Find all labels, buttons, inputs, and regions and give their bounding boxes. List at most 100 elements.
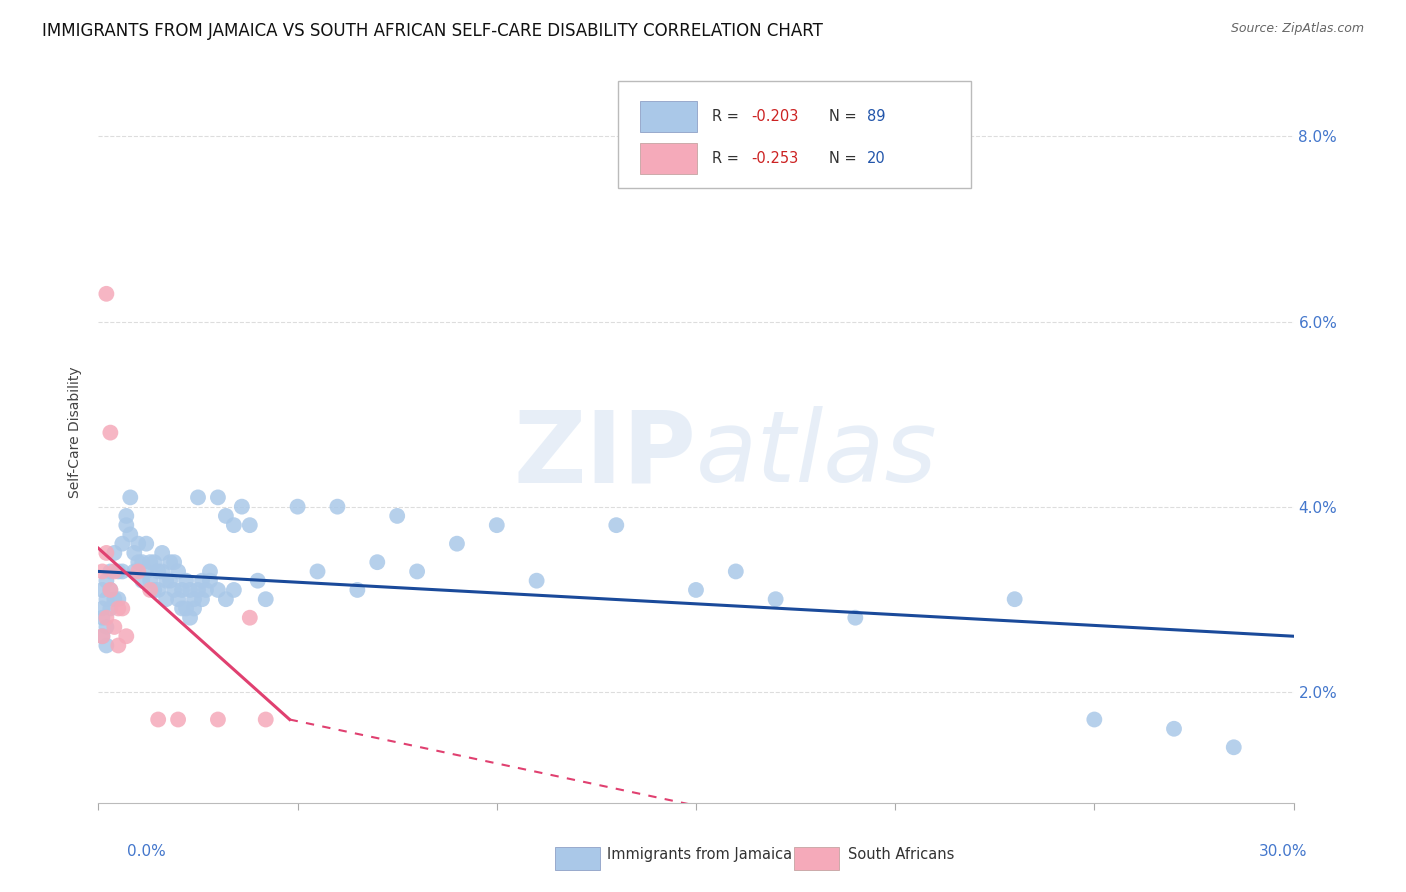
Point: [120, 527, 142, 541]
Point: [239, 610, 262, 624]
Point: [195, 582, 218, 597]
Point: [127, 555, 149, 569]
Text: 0.0%: 0.0%: [127, 845, 166, 859]
Point: [150, 546, 173, 560]
Point: [207, 491, 229, 505]
Y-axis label: Self-Care Disability: Self-Care Disability: [69, 367, 83, 499]
Point: [120, 491, 142, 505]
Text: R =: R =: [711, 109, 742, 124]
Point: [1223, 740, 1246, 755]
Point: [103, 546, 125, 560]
Point: [127, 536, 149, 550]
Point: [96, 639, 118, 653]
Point: [385, 508, 409, 523]
Point: [98, 582, 122, 597]
Text: N =: N =: [828, 109, 860, 124]
Point: [254, 713, 277, 727]
Point: [198, 565, 221, 579]
Point: [231, 500, 253, 514]
Point: [148, 565, 170, 579]
Point: [155, 574, 177, 588]
Point: [526, 574, 548, 588]
Point: [1004, 592, 1026, 607]
Point: [326, 500, 349, 514]
Point: [287, 500, 309, 514]
Text: atlas: atlas: [696, 407, 938, 503]
Point: [485, 518, 508, 533]
Point: [98, 582, 122, 597]
Point: [115, 629, 138, 643]
Point: [115, 518, 138, 533]
Point: [103, 620, 125, 634]
Point: [124, 546, 146, 560]
Text: -0.203: -0.203: [751, 109, 799, 124]
Text: N =: N =: [828, 151, 860, 166]
Point: [172, 601, 194, 615]
Point: [111, 565, 134, 579]
Point: [172, 582, 194, 597]
Point: [103, 592, 125, 607]
Point: [148, 713, 170, 727]
Point: [131, 574, 153, 588]
Point: [183, 592, 205, 607]
Point: [215, 592, 238, 607]
Point: [163, 555, 186, 569]
FancyBboxPatch shape: [640, 101, 697, 132]
Point: [103, 565, 125, 579]
Point: [159, 574, 181, 588]
Point: [174, 601, 197, 615]
Point: [198, 574, 221, 588]
Point: [107, 639, 129, 653]
Point: [150, 565, 173, 579]
Point: [139, 555, 162, 569]
Point: [111, 536, 134, 550]
Point: [131, 555, 153, 569]
Point: [107, 592, 129, 607]
Point: [124, 565, 146, 579]
Point: [446, 536, 468, 550]
Point: [135, 565, 157, 579]
Point: [159, 555, 181, 569]
Point: [135, 536, 157, 550]
Point: [98, 601, 122, 615]
Point: [111, 601, 134, 615]
Point: [167, 565, 190, 579]
Point: [91, 629, 114, 643]
Point: [207, 582, 229, 597]
Point: [191, 574, 214, 588]
Point: [183, 601, 205, 615]
Point: [215, 508, 238, 523]
Point: [254, 592, 277, 607]
Point: [346, 582, 368, 597]
Point: [91, 601, 114, 615]
Text: Source: ZipAtlas.com: Source: ZipAtlas.com: [1230, 22, 1364, 36]
Point: [174, 574, 197, 588]
Point: [765, 592, 787, 607]
FancyBboxPatch shape: [640, 143, 697, 174]
Point: [107, 601, 129, 615]
Point: [96, 592, 118, 607]
Point: [143, 555, 166, 569]
Point: [246, 574, 269, 588]
Text: 20: 20: [868, 151, 886, 166]
Text: Immigrants from Jamaica: Immigrants from Jamaica: [607, 847, 793, 862]
Text: ZIP: ZIP: [513, 407, 696, 503]
Point: [91, 610, 114, 624]
Point: [107, 565, 129, 579]
Point: [163, 582, 186, 597]
Point: [1163, 722, 1185, 736]
Point: [366, 555, 388, 569]
Point: [91, 629, 114, 643]
Point: [91, 565, 114, 579]
Point: [96, 574, 118, 588]
Point: [685, 582, 707, 597]
Point: [127, 565, 149, 579]
Text: R =: R =: [711, 151, 742, 166]
Point: [187, 582, 209, 597]
Point: [96, 620, 118, 634]
Point: [724, 565, 747, 579]
Point: [155, 592, 177, 607]
Point: [96, 286, 118, 301]
Text: 30.0%: 30.0%: [1260, 845, 1308, 859]
FancyBboxPatch shape: [619, 81, 972, 188]
